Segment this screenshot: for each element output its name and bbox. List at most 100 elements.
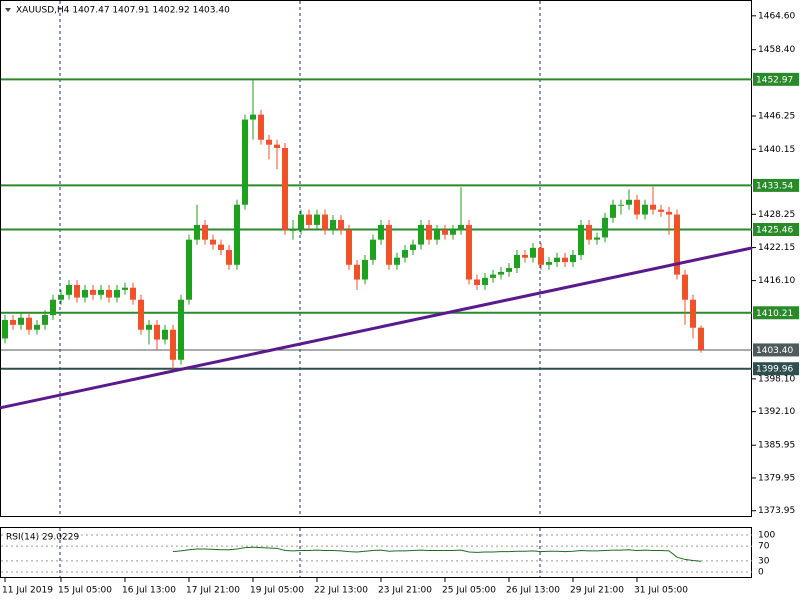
candle-body [682, 274, 688, 300]
y-tick-label: 1385.95 [758, 441, 795, 451]
candle-body [370, 239, 376, 260]
candle-body [50, 299, 56, 316]
candle-body [546, 262, 552, 265]
level-label-box [753, 362, 799, 376]
candle-body [186, 239, 192, 300]
level-label-box [753, 72, 799, 86]
x-tick-label: 17 Jul 21:00 [186, 586, 240, 596]
level-label-box [753, 343, 799, 357]
rsi-panel [0, 527, 752, 578]
candle-body [674, 214, 680, 275]
candle-body [122, 287, 128, 290]
candle-body [426, 224, 432, 240]
candle-body [578, 224, 584, 255]
candle-body [386, 224, 392, 265]
candle-body [410, 244, 416, 251]
candle-body [314, 214, 320, 225]
chart-header: XAUUSD,H4 1407.47 1407.91 1402.92 1403.4… [16, 6, 230, 16]
y-tick-label: 30 [758, 556, 770, 566]
candle-body [210, 239, 216, 245]
x-tick-label: 22 Jul 13:00 [314, 586, 368, 596]
level-label-box [753, 223, 799, 237]
y-tick-label: 1446.25 [758, 112, 795, 122]
rsi-line [172, 546, 702, 562]
candle-body [618, 204, 624, 206]
y-tick-label: 1373.95 [758, 506, 795, 516]
candle-body [146, 324, 152, 330]
candle-body [298, 214, 304, 230]
candle-body [562, 257, 568, 263]
y-tick-label: 1398.10 [758, 374, 795, 384]
candle-body [514, 254, 520, 269]
candle-body [498, 271, 504, 275]
x-tick-label: 15 Jul 05:00 [58, 586, 112, 596]
level-label: 1399.96 [756, 365, 793, 375]
x-tick-label: 25 Jul 05:00 [442, 586, 496, 596]
y-tick-label: 1428.25 [758, 210, 795, 220]
candle-body [362, 259, 368, 280]
candle-body [58, 294, 64, 300]
candle-body [482, 277, 488, 285]
x-tick-label: 16 Jul 13:00 [122, 586, 176, 596]
y-tick-label: 0 [758, 568, 764, 578]
candle-body [570, 254, 576, 263]
candle-body [2, 319, 8, 339]
candle-body [10, 319, 16, 325]
trend-line [0, 246, 753, 410]
candle-body [346, 229, 352, 265]
candle-body [602, 217, 608, 238]
candle-body [42, 315, 48, 325]
candle-body [394, 257, 400, 265]
candle-body [586, 224, 592, 240]
candle-body [234, 204, 240, 265]
candle-body [162, 329, 168, 340]
candle-body [322, 214, 328, 230]
candle-body [98, 289, 104, 295]
x-tick-label: 23 Jul 21:00 [378, 586, 432, 596]
candle-body [130, 287, 136, 300]
level-label: 1403.40 [756, 346, 793, 356]
candle-body [626, 199, 632, 205]
candle-body [530, 247, 536, 258]
collapse-arrow[interactable] [5, 8, 11, 12]
candle-body [242, 119, 248, 205]
level-label-box [753, 306, 799, 320]
candle-body [250, 114, 256, 120]
candle-body [658, 209, 664, 212]
candle-body [226, 250, 232, 265]
y-tick-label: 1379.95 [758, 473, 795, 483]
candle-body [506, 268, 512, 272]
x-tick-label: 26 Jul 13:00 [506, 586, 560, 596]
candle-body [26, 317, 32, 330]
candle-body [114, 289, 120, 298]
candle-body [202, 224, 208, 240]
candle-body [594, 237, 600, 240]
candle-body [650, 204, 656, 210]
y-tick-label: 1464.60 [758, 11, 795, 21]
candle-body [698, 327, 704, 350]
candle-body [290, 229, 296, 231]
candle-body [266, 139, 272, 145]
candle-body [442, 229, 448, 235]
candle-body [34, 324, 40, 330]
candle-body [330, 220, 336, 230]
candle-body [490, 274, 496, 278]
candle-body [170, 329, 176, 360]
candle-body [218, 244, 224, 251]
candle-body [458, 224, 464, 230]
candle-body [178, 299, 184, 360]
candle-body [338, 220, 344, 230]
candle-body [634, 199, 640, 215]
candle-body [378, 224, 384, 240]
candle-body [18, 317, 24, 325]
candle-body [402, 250, 408, 258]
candle-body [282, 147, 288, 230]
candle-body [74, 284, 80, 298]
candle-body [258, 114, 264, 140]
candle-body [106, 289, 112, 298]
x-tick-label: 11 Jul 2019 [2, 586, 53, 596]
candle-body [354, 264, 360, 280]
candle-body [642, 204, 648, 215]
